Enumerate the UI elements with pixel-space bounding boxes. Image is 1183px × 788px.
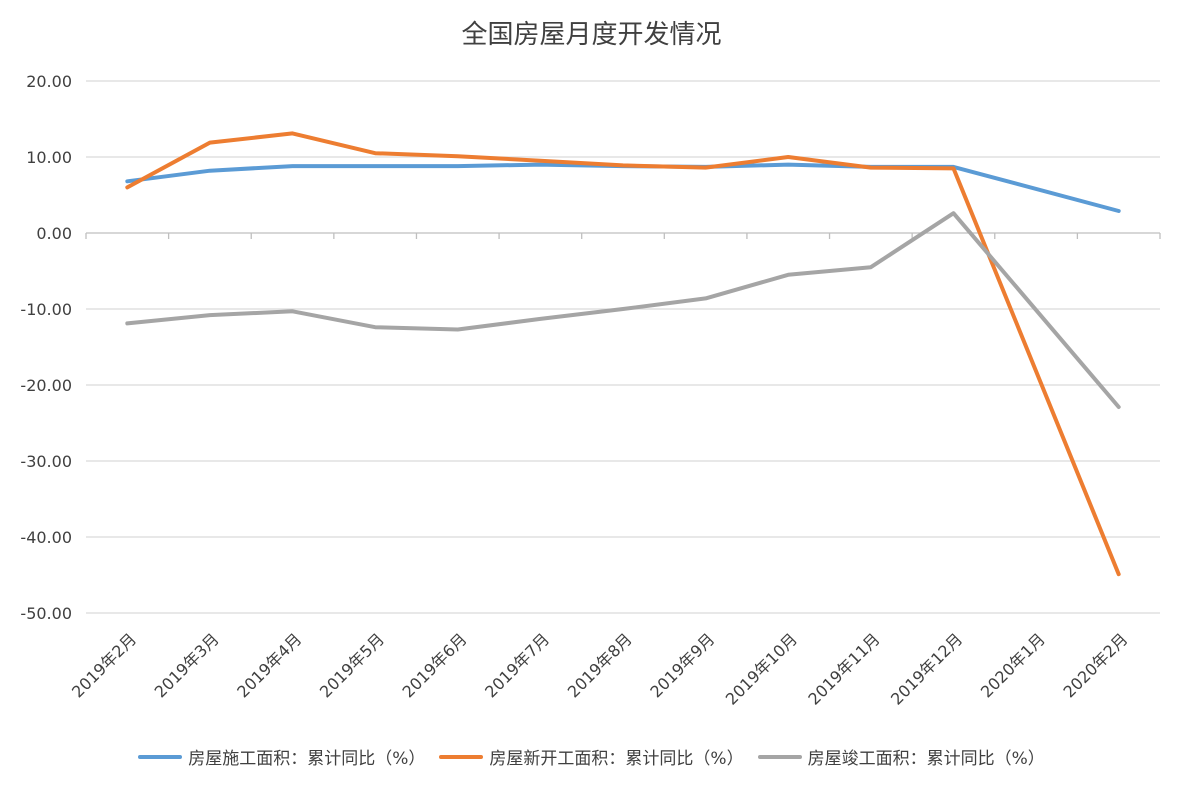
y-tick-label: 20.00 (26, 72, 72, 91)
legend-item: 房屋竣工面积：累计同比（%） (757, 744, 1045, 769)
x-tick-label: 2019年10月 (722, 629, 801, 708)
x-tick-label: 2019年4月 (233, 629, 305, 701)
y-tick-label: -50.00 (20, 604, 72, 623)
legend-swatch (439, 754, 484, 759)
legend-label: 房屋新开工面积：累计同比（%） (489, 749, 744, 769)
y-tick-label: -40.00 (20, 528, 72, 547)
series-lines (125, 131, 1121, 577)
x-tick-label: 2019年9月 (646, 629, 718, 701)
x-tick-label: 2019年6月 (399, 629, 471, 701)
legend: 房屋施工面积：累计同比（%） 房屋新开工面积：累计同比（%） 房屋竣工面积：累计同比… (0, 744, 1183, 769)
x-tick-label: 2019年7月 (481, 629, 553, 701)
legend-swatch (138, 754, 183, 759)
legend-swatch (757, 754, 802, 759)
x-tick-label: 2020年2月 (1059, 629, 1131, 701)
legend-label: 房屋施工面积：累计同比（%） (188, 749, 426, 769)
gridlines (86, 80, 1160, 614)
y-tick-label: -30.00 (20, 452, 72, 471)
x-axis: 2019年2月 2019年3月 2019年4月 2019年5月 2019年6月 2019年… (68, 232, 1161, 709)
x-tick-label: 2019年5月 (316, 629, 388, 701)
x-tick-label: 2019年3月 (151, 629, 223, 701)
y-axis-ticks: 20.00 10.00 0.00 -10.00 -20.00 -30.00 -40.00 -5… (20, 72, 72, 623)
x-tick-label: 2019年11月 (804, 629, 883, 708)
legend-label: 房屋竣工面积：累计同比（%） (807, 749, 1045, 769)
x-tick-label: 2019年2月 (68, 629, 140, 701)
x-tick-label: 2019年12月 (887, 629, 966, 708)
y-tick-label: 0.00 (36, 224, 72, 243)
series-line (125, 131, 1121, 577)
y-tick-label: -20.00 (20, 376, 72, 395)
x-tick-label: 2019年8月 (564, 629, 636, 701)
y-tick-label: 10.00 (26, 148, 72, 167)
x-tick-label: 2020年1月 (977, 629, 1049, 701)
y-tick-label: -10.00 (20, 300, 72, 319)
legend-item: 房屋施工面积：累计同比（%） (138, 744, 425, 769)
series-line (125, 211, 1121, 409)
chart-title: 全国房屋月度开发情况 (461, 20, 722, 50)
legend-item: 房屋新开工面积：累计同比（%） (439, 744, 744, 769)
